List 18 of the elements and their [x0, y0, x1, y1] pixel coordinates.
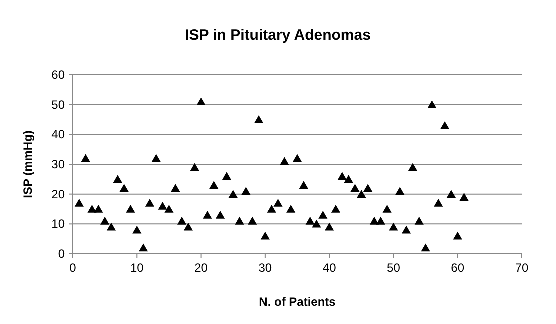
- y-tick-label: 50: [52, 98, 66, 112]
- y-tick-label: 40: [52, 128, 66, 142]
- x-tick-label: 20: [194, 261, 208, 275]
- y-tick-label: 30: [52, 158, 66, 172]
- chart-title: ISP in Pituitary Adenomas: [185, 27, 371, 44]
- x-tick-label: 60: [451, 261, 465, 275]
- x-tick-label: 0: [70, 261, 77, 275]
- x-axis-title: N. of Patients: [259, 295, 336, 309]
- y-axis-title: ISP (mmHg): [21, 130, 35, 198]
- y-tick-label: 60: [52, 68, 66, 82]
- x-tick-label: 40: [322, 261, 337, 275]
- y-tick-label: 10: [52, 217, 66, 232]
- x-tick-label: 30: [258, 261, 272, 275]
- y-tick-label: 20: [52, 187, 66, 202]
- x-tick-label: 10: [130, 261, 144, 275]
- x-tick-label: 70: [515, 261, 529, 275]
- x-tick-label: 50: [387, 261, 401, 275]
- y-tick-label: 0: [58, 247, 66, 261]
